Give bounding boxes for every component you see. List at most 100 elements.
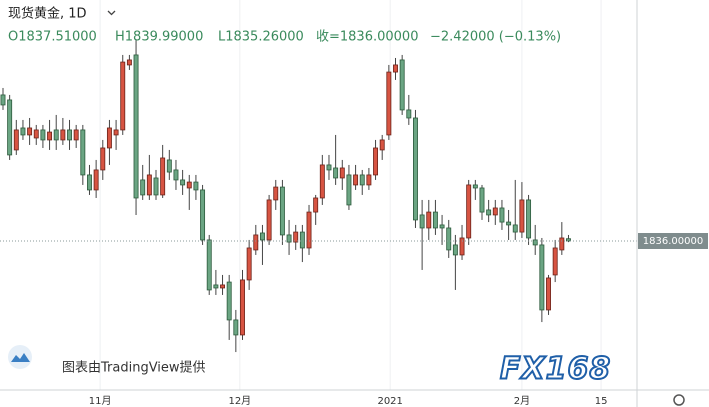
candle-body (286, 234, 292, 243)
candle-body (120, 61, 126, 131)
candle-body (486, 209, 492, 216)
candle-body (546, 277, 551, 311)
candle-body (266, 199, 272, 241)
candle-body (27, 127, 33, 136)
grid (99, 0, 602, 390)
candle-body (439, 224, 445, 229)
x-tick-label: 12月 (228, 395, 251, 407)
candle-body (13, 129, 19, 151)
header-close: 收=1836.00000 (316, 30, 418, 45)
candle-body (306, 211, 312, 249)
candle-body (233, 319, 239, 336)
candle-body (526, 199, 532, 239)
candle-body (253, 234, 259, 251)
candle-body (419, 214, 425, 229)
candle-body (67, 129, 72, 141)
candle-body (100, 147, 106, 171)
candle-body (193, 181, 199, 191)
candle-body (0, 94, 6, 106)
x-tick-label: 11月 (89, 395, 112, 407)
x-tick-label: 15 (595, 396, 608, 407)
last-price-label: 1836.00000 (643, 236, 703, 247)
candle-body (313, 197, 319, 213)
candle-body (259, 232, 265, 241)
candle-body (426, 211, 432, 229)
candle-body (459, 237, 465, 256)
candle-body (40, 129, 46, 141)
candle-body (173, 169, 179, 181)
tv-logo[interactable] (8, 345, 32, 369)
candle-body (399, 59, 405, 111)
candle-body (106, 127, 112, 149)
header-open: O1837.51000 (8, 30, 97, 45)
candle-body (512, 224, 518, 233)
candle-body (206, 239, 212, 291)
candle-body (133, 54, 139, 199)
candle-body (213, 284, 219, 289)
x-tick-label: 2021 (377, 396, 402, 407)
candle-body (359, 174, 365, 186)
candle-body (293, 231, 299, 243)
candle-body (240, 279, 245, 336)
candle-body (346, 174, 352, 206)
candle-body (7, 99, 13, 156)
candle-body (379, 139, 385, 151)
header-low: L1835.26000 (218, 30, 304, 45)
candle-body (186, 181, 192, 189)
tv-logo-icon (11, 353, 30, 362)
candle-body (539, 244, 545, 311)
candle-body (20, 127, 26, 136)
candle-body (319, 164, 325, 199)
candle-body (452, 244, 458, 256)
candle-body (466, 184, 472, 239)
candle-body (446, 227, 452, 251)
interval-dropdown[interactable] (107, 10, 116, 16)
candle-body (47, 131, 53, 141)
candle-body (126, 59, 132, 66)
candle-body (373, 147, 379, 176)
candle-body (519, 199, 525, 233)
candle-body (160, 157, 166, 196)
x-tick-label: 2月 (514, 395, 530, 407)
candle-body (113, 129, 119, 136)
candle-body (353, 174, 359, 186)
candle-body (393, 64, 398, 73)
credit: 图表由TradingView提供 (62, 360, 206, 376)
candle-body (506, 221, 512, 226)
candle-body (146, 174, 152, 196)
watermark: FX168 (500, 352, 611, 387)
candle-body (220, 284, 225, 289)
candle-body (472, 184, 478, 189)
candle-body (552, 247, 558, 276)
candle-body (200, 189, 206, 241)
candle-body (333, 167, 339, 179)
candle-body (532, 239, 538, 246)
candle-body (166, 159, 172, 173)
candle-body (406, 109, 412, 119)
candle-body (413, 117, 418, 221)
candle-body (386, 71, 392, 136)
candle-body (246, 247, 252, 281)
candle-body (559, 237, 565, 251)
candle-body (153, 177, 159, 196)
candle-body (492, 207, 498, 216)
settings-icon[interactable] (673, 394, 685, 406)
header-change: −2.42000 (−0.13%) (430, 30, 561, 45)
candle-body (80, 129, 86, 176)
last-price-box (638, 233, 708, 249)
header-high: H1839.99000 (115, 30, 203, 45)
candle-body (279, 186, 285, 236)
chart-title: 现货黄金, 1D (8, 6, 87, 22)
candle-body (566, 238, 571, 242)
candle-body (226, 281, 232, 321)
candle-body (326, 164, 332, 171)
candle-body (33, 129, 39, 139)
candle-body (73, 129, 79, 141)
plot (0, 39, 637, 353)
candle-body (499, 207, 505, 223)
candle-body (339, 167, 345, 179)
candle-body (366, 174, 372, 186)
axes: 11月 12月 2021 2月 15 1836.00000 (89, 233, 708, 407)
candle-body (140, 179, 146, 196)
